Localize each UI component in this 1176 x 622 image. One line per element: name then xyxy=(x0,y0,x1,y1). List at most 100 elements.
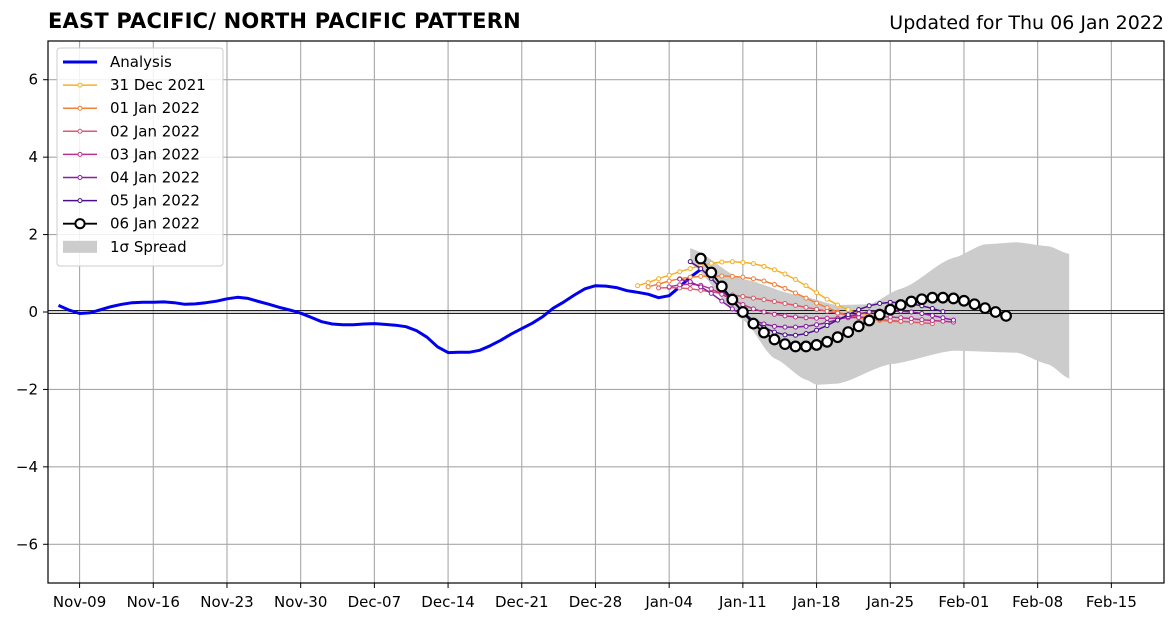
series-group xyxy=(57,252,1012,355)
data-point xyxy=(845,312,851,318)
data-point xyxy=(915,293,928,306)
data-point xyxy=(908,309,914,315)
data-point xyxy=(761,263,767,269)
data-point xyxy=(814,327,820,333)
data-point xyxy=(814,290,820,296)
x-tick-label: Dec-21 xyxy=(495,593,549,611)
data-point xyxy=(726,293,739,306)
legend-marker xyxy=(77,198,83,204)
x-tick-label: Dec-28 xyxy=(569,593,623,611)
data-point xyxy=(793,332,799,338)
data-point xyxy=(740,302,746,308)
x-tick-label: Dec-07 xyxy=(348,593,402,611)
updated-date-label: Updated for Thu 06 Jan 2022 xyxy=(889,12,1164,34)
data-point xyxy=(645,280,651,286)
data-point xyxy=(771,282,777,288)
legend-label: 1σ Spread xyxy=(110,238,187,256)
data-point xyxy=(677,282,683,288)
data-point xyxy=(719,291,725,297)
data-point xyxy=(708,260,714,266)
data-point xyxy=(705,266,718,279)
data-point xyxy=(845,307,851,313)
data-point xyxy=(687,286,693,292)
data-point xyxy=(782,324,788,330)
data-point xyxy=(866,303,872,309)
data-point xyxy=(698,284,704,290)
data-point xyxy=(761,297,767,303)
data-point xyxy=(821,335,833,348)
series-forecast-7 xyxy=(694,252,1012,353)
legend-label: Analysis xyxy=(110,53,172,71)
legend-box xyxy=(56,47,224,267)
data-point xyxy=(884,303,897,316)
legend-item: Analysis xyxy=(63,53,172,71)
data-point xyxy=(768,333,781,346)
data-point xyxy=(771,311,777,317)
y-tick-label: −6 xyxy=(16,535,38,553)
data-point xyxy=(793,324,799,330)
zero-line xyxy=(48,310,1164,314)
data-point xyxy=(782,332,788,338)
x-tick-label: Nov-23 xyxy=(200,593,253,611)
y-tick-label: 4 xyxy=(28,148,38,166)
legend-item: 02 Jan 2022 xyxy=(63,122,200,140)
axes: Nov-09 Nov-16 Nov-23 Nov-30 Dec-07 Dec-14 Dec-… xyxy=(16,40,1165,611)
y-tick-label: −4 xyxy=(16,458,38,476)
legend-item: 01 Jan 2022 xyxy=(63,99,200,117)
legend-item: 05 Jan 2022 xyxy=(63,192,200,210)
data-point xyxy=(789,340,802,353)
data-point xyxy=(814,306,820,312)
data-point xyxy=(989,306,1002,318)
data-point xyxy=(1000,309,1012,322)
y-tick-label: 6 xyxy=(28,71,38,89)
data-point xyxy=(793,314,799,320)
legend-marker xyxy=(77,82,83,88)
data-point xyxy=(803,315,809,321)
legend-label: 04 Jan 2022 xyxy=(110,169,200,187)
data-point xyxy=(771,329,777,335)
data-point xyxy=(835,317,841,323)
data-point xyxy=(782,285,788,291)
data-point xyxy=(687,279,693,285)
legend-marker xyxy=(77,175,83,180)
data-point xyxy=(677,276,683,282)
data-point xyxy=(761,309,767,315)
legend-item: 1σ Spread xyxy=(63,238,187,256)
data-point xyxy=(947,292,960,305)
series-analysis xyxy=(57,268,702,355)
data-point xyxy=(708,286,714,292)
data-point xyxy=(758,326,770,339)
data-point xyxy=(803,295,809,301)
y-tick-label: 0 xyxy=(28,303,38,321)
data-point xyxy=(687,259,693,265)
legend-swatch xyxy=(63,240,97,253)
legend-item: 06 Jan 2022 xyxy=(63,215,200,233)
legend-label: 02 Jan 2022 xyxy=(110,122,200,140)
legend-label: 05 Jan 2022 xyxy=(110,192,200,210)
data-point xyxy=(656,276,662,282)
data-point xyxy=(908,316,914,322)
x-tick-label: Feb-15 xyxy=(1086,593,1137,611)
data-point xyxy=(887,314,893,320)
data-point xyxy=(905,295,918,308)
data-point xyxy=(937,291,949,304)
data-point xyxy=(898,315,904,321)
legend-marker xyxy=(74,218,86,230)
data-point xyxy=(958,294,970,307)
data-point xyxy=(666,278,672,284)
data-point xyxy=(656,285,662,291)
data-point xyxy=(856,307,862,313)
data-point xyxy=(852,320,865,333)
legend-item: 04 Jan 2022 xyxy=(63,169,200,187)
data-point xyxy=(779,338,791,351)
data-point xyxy=(698,273,704,279)
data-point xyxy=(803,304,809,310)
legend-item: 03 Jan 2022 xyxy=(63,145,200,163)
data-point xyxy=(719,298,725,304)
x-tick-label: Jan-25 xyxy=(865,593,914,611)
legend-label: 31 Dec 2021 xyxy=(110,76,206,94)
data-point xyxy=(824,308,830,314)
data-point xyxy=(856,311,862,317)
data-point xyxy=(740,259,746,265)
